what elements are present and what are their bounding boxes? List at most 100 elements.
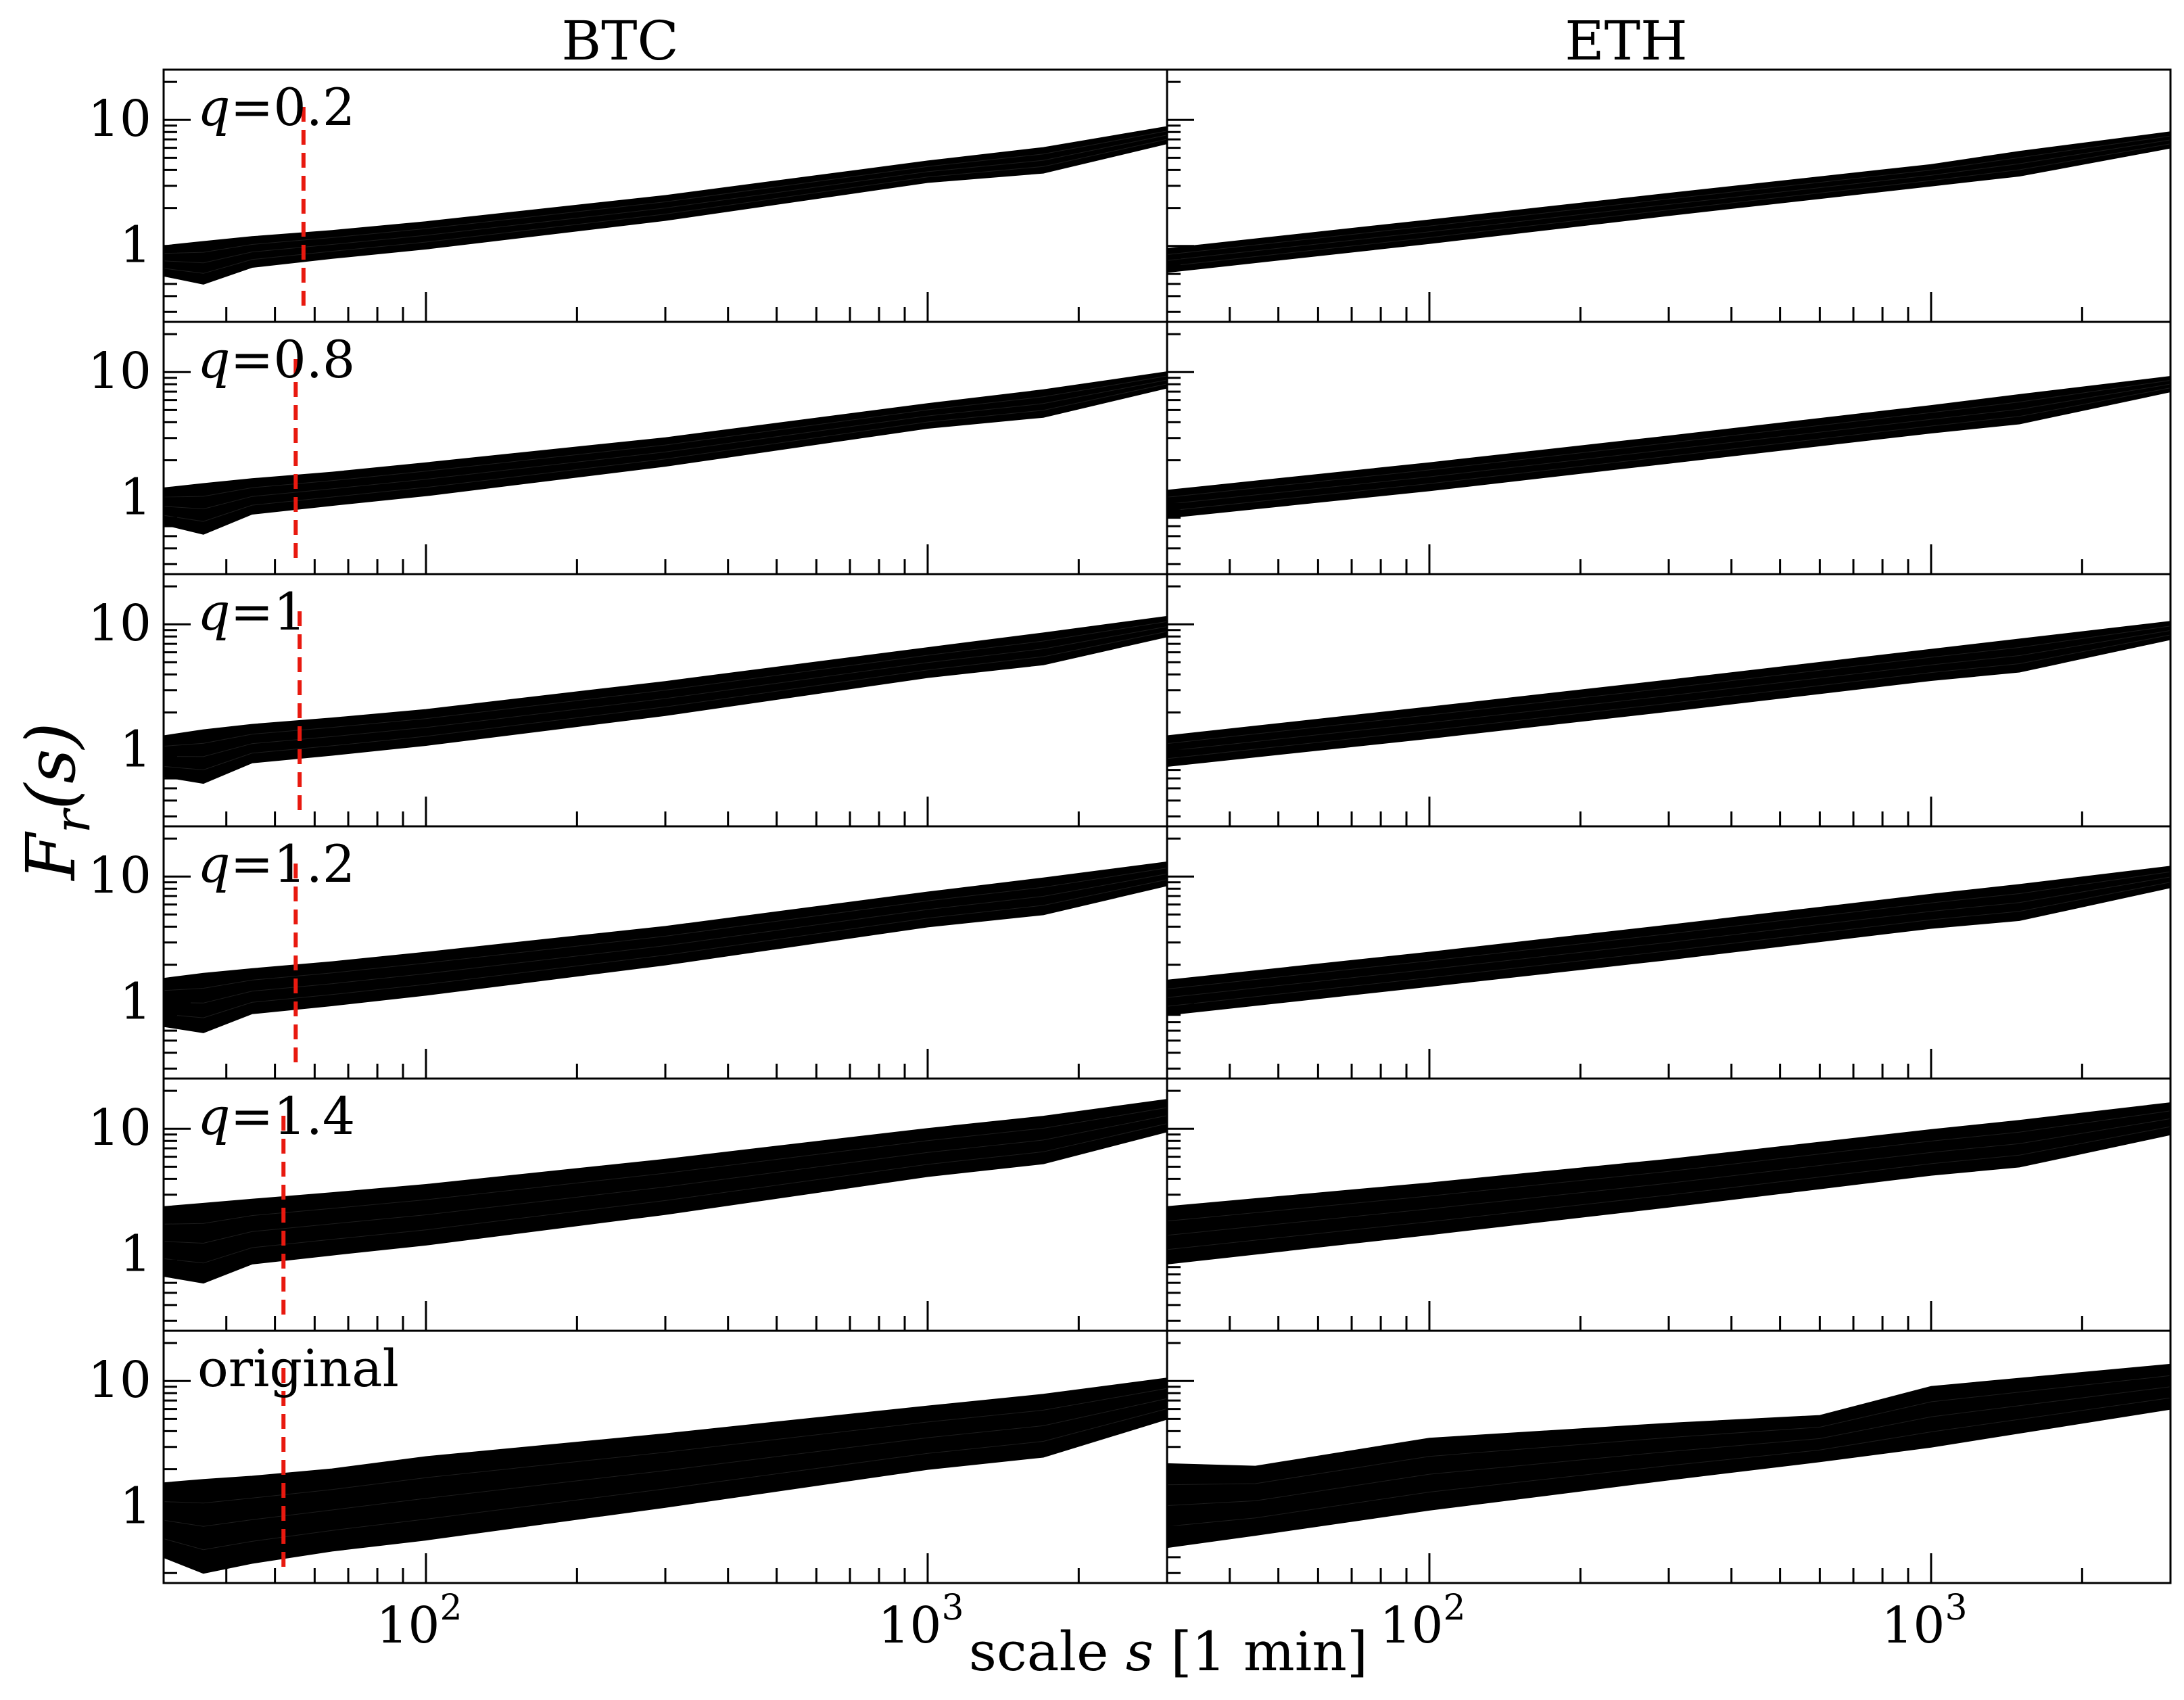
q-label-0: q=0.2: [197, 77, 355, 137]
y-axis-label: Fr(s): [11, 722, 101, 881]
band-curve-eth-1-3: [1166, 380, 2171, 498]
y-tick-label: 1: [120, 1225, 151, 1283]
band-curve-btc-1-1: [163, 383, 1168, 522]
x-tick-label: 103: [878, 1588, 964, 1655]
x-tick-label: 102: [376, 1588, 462, 1655]
x-tick-label: 103: [1881, 1588, 1967, 1655]
band-curve-eth-4-2: [1166, 1118, 2171, 1236]
y-tick-label: 1: [120, 469, 151, 527]
band-curve-btc-1-2: [163, 379, 1168, 510]
panel-eth-0: [1166, 68, 2172, 323]
band-curve-btc-4-2: [163, 1115, 1168, 1244]
y-tick-label: 10: [88, 847, 151, 905]
x-tick-label-exp: 3: [942, 1588, 964, 1628]
band-curve-btc-3-3: [163, 868, 1168, 991]
band-curve-eth-5-1: [1166, 1397, 2171, 1527]
band-curve-eth-4-1: [1166, 1126, 2171, 1250]
q-label-var: q: [197, 77, 231, 137]
band-btc-0: [163, 126, 1168, 285]
panel-eth-3: [1166, 825, 2172, 1080]
svg-text:Fr(s): Fr(s): [11, 722, 101, 881]
band-curve-eth-0-3: [1166, 135, 2171, 255]
panel-btc-1: 10 1 q=0.8: [88, 321, 1168, 575]
band-curve-btc-4-1: [163, 1123, 1168, 1264]
band-curve-eth-3-1: [1166, 882, 2171, 1007]
q-label-text: =1.2: [231, 834, 356, 894]
band-curve-btc-1-3: [163, 375, 1168, 498]
q-label-var: q: [197, 834, 231, 894]
x-tick-label-base: 10: [1379, 1597, 1443, 1655]
q-label-text: =1.4: [231, 1086, 356, 1146]
q-label-3: q=1.2: [197, 834, 355, 894]
y-tick-label: 1: [120, 1478, 151, 1536]
x-tick-label-base: 10: [376, 1597, 440, 1655]
band-curve-btc-5-3: [163, 1388, 1168, 1504]
band-curve-btc-3-2: [163, 873, 1168, 1004]
q-label-4: q=1.4: [197, 1086, 355, 1146]
panel-btc-3: 10 1 q=1.2: [88, 825, 1168, 1080]
x-tick-label: 102: [1379, 1588, 1465, 1655]
x-axis-label-prefix: scale: [969, 1620, 1126, 1683]
y-tick-label: 1: [120, 216, 151, 275]
y-tick-label: 1: [120, 721, 151, 779]
y-axis-label-main: F: [11, 831, 91, 882]
x-tick-label-exp: 2: [1444, 1588, 1466, 1628]
q-label-text: original: [197, 1338, 399, 1398]
panel-eth-4: [1166, 1077, 2172, 1332]
band-curve-eth-2-2: [1166, 630, 2171, 752]
band-eth-3: [1166, 866, 2171, 1016]
band-curve-eth-2-3: [1166, 625, 2171, 745]
band-curve-btc-3-1: [163, 879, 1168, 1018]
y-tick-label: 10: [88, 594, 151, 653]
y-tick-label: 10: [88, 342, 151, 400]
panel-btc-2: 10 1 q=1: [88, 573, 1168, 828]
x-tick-label-base: 10: [878, 1597, 941, 1655]
band-curve-eth-1-1: [1166, 387, 2171, 512]
band-curve-eth-5-2: [1166, 1386, 2171, 1506]
x-tick-label-base: 10: [1881, 1597, 1945, 1655]
column-title-eth: ETH: [1565, 9, 1688, 72]
band-curve-eth-2-1: [1166, 634, 2171, 759]
band-curve-btc-2-1: [163, 631, 1168, 771]
band-curve-btc-0-1: [163, 139, 1168, 274]
q-label-var: q: [197, 582, 231, 642]
column-title-btc: BTC: [561, 9, 678, 72]
band-curve-eth-1-2: [1166, 383, 2171, 504]
band-curve-btc-2-2: [163, 626, 1168, 757]
y-axis-label-arg: (s): [11, 722, 91, 809]
panel-btc-5: 10 1 original: [88, 1329, 1168, 1584]
x-tick-label-exp: 3: [1945, 1588, 1968, 1628]
band-eth-1: [1166, 375, 2171, 519]
band-curve-eth-5-3: [1166, 1375, 2171, 1486]
x-axis-label-var: s: [1126, 1620, 1154, 1683]
band-eth-2: [1166, 621, 2171, 768]
q-label-var: q: [197, 1086, 231, 1146]
panel-eth-5: [1166, 1329, 2172, 1584]
band-curve-eth-0-1: [1166, 143, 2171, 267]
band-curve-btc-0-2: [163, 135, 1168, 264]
panels-layer: 101q=0.2101q=0.8101q=1101q=1.2101q=1.410…: [88, 68, 2172, 1655]
x-axis-label: scale s [1 min]: [969, 1620, 1368, 1683]
band-curve-btc-4-3: [163, 1107, 1168, 1225]
y-tick-label: 10: [88, 1099, 151, 1157]
band-btc-5: [163, 1377, 1168, 1574]
q-label-text: =1: [231, 582, 306, 642]
panel-btc-0: 10 1 q=0.2: [88, 68, 1168, 323]
band-curve-btc-0-3: [163, 131, 1168, 254]
y-tick-label: 1: [120, 973, 151, 1031]
q-label-text: =0.8: [231, 329, 356, 389]
panel-eth-2: [1166, 573, 2172, 828]
q-label-5: original: [197, 1338, 399, 1398]
band-eth-0: [1166, 131, 2171, 273]
panel-eth-1: [1166, 321, 2172, 575]
x-tick-label-exp: 2: [440, 1588, 462, 1628]
panel-btc-4: 10 1 q=1.4: [88, 1077, 1168, 1332]
band-btc-2: [163, 615, 1168, 784]
band-curve-eth-0-2: [1166, 139, 2171, 261]
band-curve-btc-2-3: [163, 621, 1168, 747]
q-label-1: q=0.8: [197, 329, 355, 389]
band-curve-eth-4-3: [1166, 1110, 2171, 1222]
q-label-var: q: [197, 329, 231, 389]
y-tick-label: 10: [88, 90, 151, 148]
